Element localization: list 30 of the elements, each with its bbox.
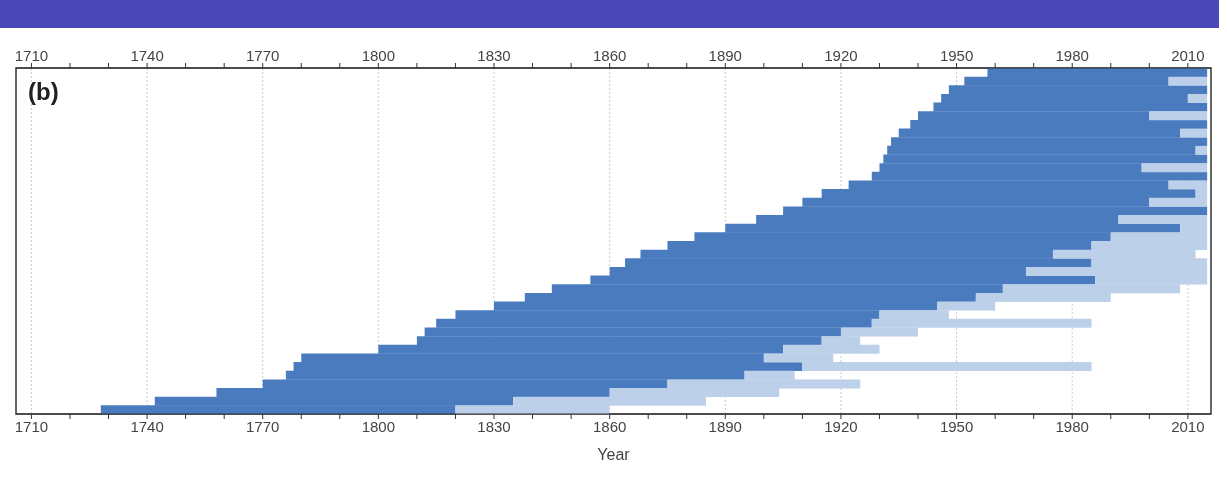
x2-tick-label: 1770 bbox=[246, 417, 280, 435]
bar bbox=[1168, 76, 1208, 86]
x2-tick-label: 2010 bbox=[1171, 417, 1205, 435]
x2-tick-label: 1950 bbox=[939, 417, 974, 435]
x-tick-label: 1770 bbox=[246, 47, 280, 64]
x-tick-label: 1710 bbox=[14, 47, 49, 64]
bar bbox=[1141, 163, 1208, 173]
x2-tick-label: 1740 bbox=[130, 417, 164, 435]
bar bbox=[1149, 111, 1208, 121]
x2-tick-label: 1920 bbox=[824, 417, 858, 435]
x-tick-label: 1980 bbox=[1055, 47, 1089, 64]
x-tick-label: 1860 bbox=[592, 47, 627, 64]
x2-tick-label: 1800 bbox=[361, 417, 396, 435]
x-tick-label: 1740 bbox=[130, 47, 164, 64]
x-tick-label: 1950 bbox=[939, 47, 974, 64]
x2-tick-label: 1710 bbox=[14, 417, 49, 435]
x-tick-label: 1920 bbox=[824, 47, 858, 64]
x2-tick-label: 1830 bbox=[477, 417, 511, 435]
x2-tick-label: 1980 bbox=[1055, 417, 1089, 435]
bar bbox=[1195, 145, 1208, 155]
bar bbox=[1180, 128, 1208, 138]
bar bbox=[1187, 93, 1208, 103]
annotation: (b) bbox=[28, 78, 59, 105]
x-tick-label: 1830 bbox=[477, 47, 511, 64]
x2-tick-label: 1860 bbox=[592, 417, 627, 435]
x-tick-label: 1890 bbox=[708, 47, 742, 64]
x-tick-label: 1800 bbox=[361, 47, 396, 64]
x2-tick-label: 1890 bbox=[708, 417, 742, 435]
x-axis-title: Year bbox=[597, 446, 631, 463]
x-tick-label: 2010 bbox=[1171, 47, 1205, 64]
